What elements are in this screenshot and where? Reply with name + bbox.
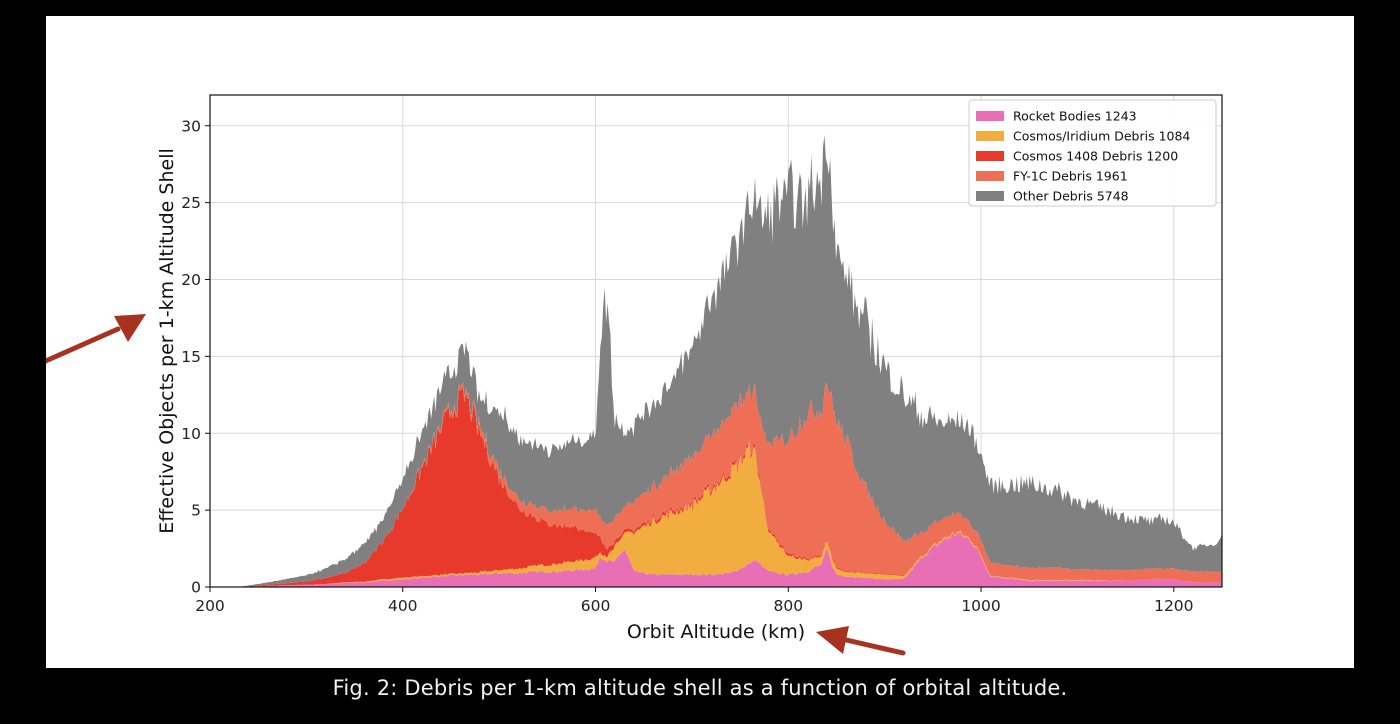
y-tick-label: 25 [181, 194, 201, 212]
legend-entry: FY-1C Debris 1961 [1013, 169, 1128, 184]
figure-caption: Fig. 2: Debris per 1-km altitude shell a… [332, 676, 1068, 700]
stacked-area-series [210, 135, 1222, 588]
x-tick-label: 600 [581, 597, 611, 615]
axis-ticks: 200 400 600 800 1000 1200 0 5 10 15 20 25 30 [181, 117, 1193, 615]
series-area-0 [210, 531, 1222, 587]
series-area-1 [210, 439, 1222, 587]
legend-swatch [976, 171, 1004, 181]
legend: Rocket Bodies 1243 Cosmos/Iridium Debris … [968, 99, 1217, 207]
legend-swatch [976, 151, 1004, 161]
figure-panel: 200 400 600 800 1000 1200 0 5 10 15 20 25 30 Orbit A… [46, 16, 1354, 668]
y-axis-label: Effective Objects per 1-km Altitude Shel… [156, 148, 178, 533]
arrow-shaft-yaxis [46, 326, 121, 364]
annotation-arrows [46, 314, 906, 656]
x-tick-label: 800 [773, 597, 803, 615]
arrow-head-xaxis [816, 626, 849, 654]
x-tick-label: 1200 [1154, 597, 1193, 615]
legend-swatch [976, 131, 1004, 141]
legend-entry: Other Debris 5748 [1013, 189, 1129, 204]
y-tick-label: 15 [181, 348, 201, 366]
arrow-shaft-xaxis [839, 636, 906, 656]
y-tick-label: 5 [191, 502, 201, 520]
legend-entry: Rocket Bodies 1243 [1013, 109, 1137, 124]
y-tick-label: 20 [181, 271, 201, 289]
legend-swatch [976, 191, 1004, 201]
x-axis-label: Orbit Altitude (km) [627, 621, 805, 643]
series-area-3 [210, 382, 1222, 587]
y-tick-label: 10 [181, 425, 201, 443]
series-area-2 [210, 387, 1222, 587]
legend-entry: Cosmos/Iridium Debris 1084 [1013, 129, 1190, 144]
x-tick-label: 1000 [961, 597, 1000, 615]
series-area-4 [210, 135, 1222, 588]
legend-box [968, 99, 1217, 207]
arrow-head-yaxis [114, 314, 146, 342]
y-tick-label: 30 [181, 117, 201, 135]
x-tick-label: 200 [195, 597, 225, 615]
x-tick-label: 400 [388, 597, 418, 615]
legend-swatch [976, 111, 1004, 121]
y-tick-label: 0 [191, 579, 201, 597]
plot-frame [209, 94, 1223, 588]
debris-chart: 200 400 600 800 1000 1200 0 5 10 15 20 25 30 Orbit A… [46, 94, 1223, 656]
legend-entry: Cosmos 1408 Debris 1200 [1013, 149, 1178, 164]
